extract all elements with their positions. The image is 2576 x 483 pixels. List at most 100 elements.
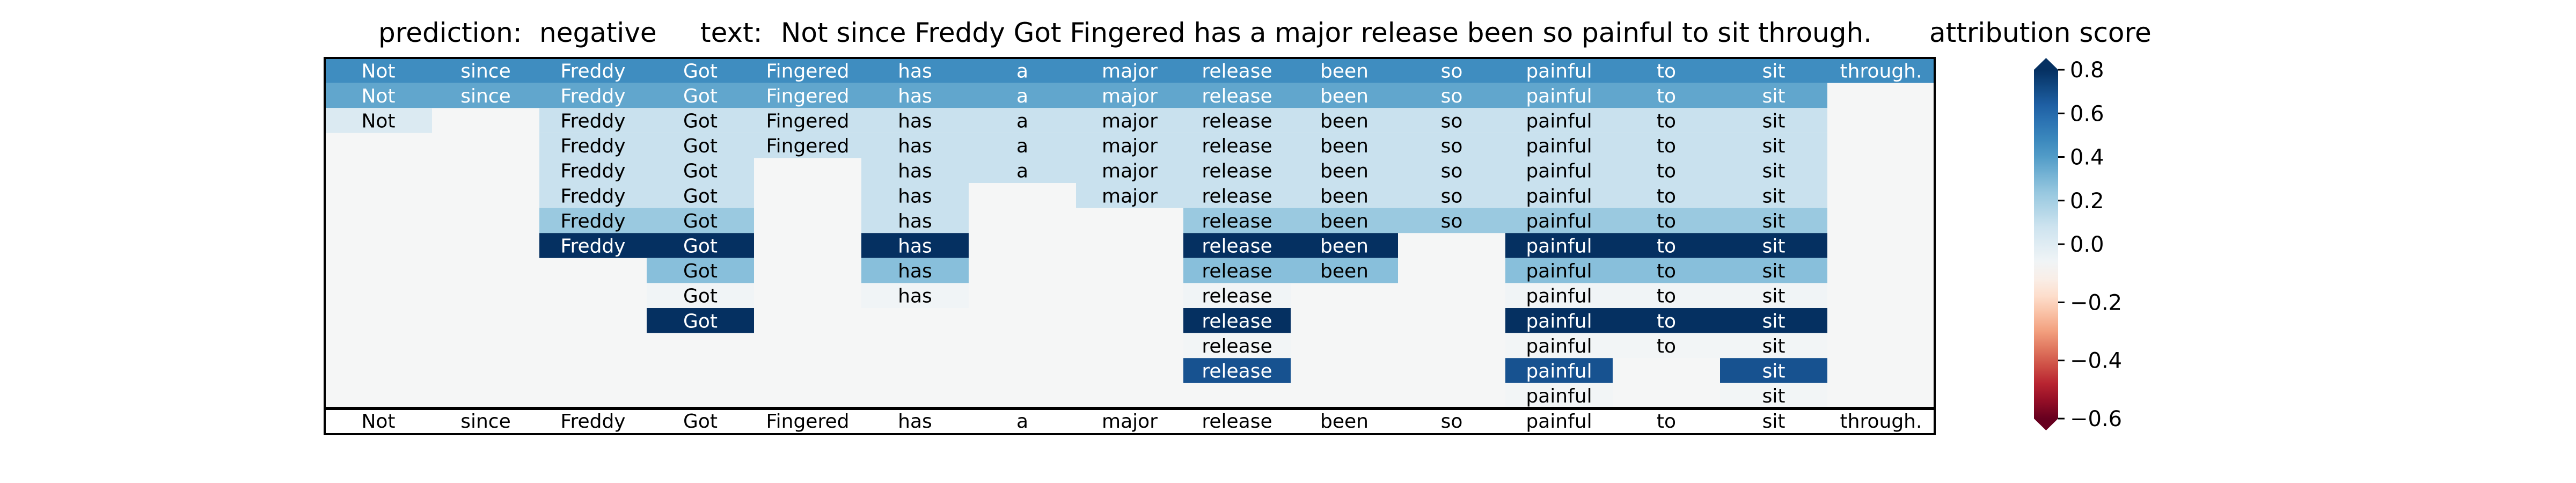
heatmap-cell-label: been: [1320, 85, 1368, 107]
heatmap-cell: [754, 83, 861, 108]
prediction-value: negative: [539, 17, 657, 48]
heatmap-cell-label: through.: [1840, 60, 1922, 82]
heatmap-cell: [1505, 58, 1613, 83]
heatmap-cell-label: painful: [1526, 111, 1592, 133]
heatmap-cell: [1505, 133, 1613, 158]
heatmap-cell-label: Freddy: [560, 111, 625, 133]
heatmap-cell-label: a: [1016, 85, 1028, 107]
heatmap-cell-label: sit: [1762, 286, 1785, 308]
text-value: Not since Freddy Got Fingered has a majo…: [781, 17, 1872, 48]
heatmap-cell: [1291, 83, 1398, 108]
heatmap-cell: [1291, 108, 1398, 133]
colorbar-title: attribution score: [1929, 17, 2151, 48]
heatmap-cell-label: been: [1320, 135, 1368, 157]
heatmap-cell-label: release: [1202, 310, 1272, 332]
token-label: Not: [361, 411, 395, 433]
heatmap-cell: [969, 158, 1076, 183]
heatmap-cell: [861, 83, 969, 108]
heatmap-cell-label: has: [898, 85, 932, 107]
heatmap-cell: [969, 133, 1076, 158]
heatmap-cell-label: sit: [1762, 385, 1785, 407]
heatmap-cell: [539, 208, 647, 233]
heatmap-cell: [1291, 158, 1398, 183]
heatmap-cell-label: so: [1441, 210, 1463, 232]
heatmap-cell-label: to: [1657, 210, 1676, 232]
heatmap-cell: [1613, 233, 1720, 258]
heatmap-cell: [1076, 83, 1183, 108]
heatmap-cell: [1076, 158, 1183, 183]
heatmap-cell: [1505, 158, 1613, 183]
heatmap-cell-label: release: [1202, 160, 1272, 182]
heatmap-cell: [1183, 258, 1291, 283]
heatmap-cell-label: to: [1657, 236, 1676, 258]
heatmap-cell: [1720, 183, 1827, 208]
token-label: Fingered: [766, 411, 850, 433]
heatmap-cell: [1720, 233, 1827, 258]
heatmap-cell-label: Freddy: [560, 160, 625, 182]
heatmap-cell: [1183, 333, 1291, 358]
heatmap-cell: [647, 258, 754, 283]
heatmap-cell: [1505, 183, 1613, 208]
token-label: a: [1016, 411, 1028, 433]
heatmap-cell: [432, 83, 539, 108]
heatmap-cell: [1505, 308, 1613, 333]
heatmap-cell-label: has: [898, 236, 932, 258]
heatmap-cell: [861, 58, 969, 83]
heatmap-cell: [432, 58, 539, 83]
colorbar-extend-top-arrow: [2034, 58, 2058, 70]
heatmap-cell-label: Got: [683, 60, 718, 82]
heatmap-cell: [1183, 283, 1291, 308]
colorbar-tick-label: 0.0: [2070, 232, 2104, 257]
heatmap-cell-label: been: [1320, 60, 1368, 82]
heatmap-cell-label: Got: [683, 160, 718, 182]
heatmap-cell-label: Fingered: [766, 135, 850, 157]
heatmap-cell: [1613, 283, 1720, 308]
heatmap-cell-label: Got: [683, 210, 718, 232]
heatmap-cell: [1720, 83, 1827, 108]
heatmap-cell-label: release: [1202, 335, 1272, 357]
heatmap-cell: [1398, 133, 1505, 158]
heatmap-cell: [1076, 108, 1183, 133]
heatmap-cell: [1720, 283, 1827, 308]
heatmap-cell: [1505, 108, 1613, 133]
heatmap-cell: [1720, 308, 1827, 333]
heatmap-cell: [1505, 258, 1613, 283]
prediction-label: prediction:: [378, 17, 522, 48]
heatmap-cell: [861, 133, 969, 158]
heatmap-cell-label: release: [1202, 85, 1272, 107]
heatmap-cell: [1505, 233, 1613, 258]
heatmap-cell-label: been: [1320, 260, 1368, 282]
heatmap-cell: [539, 158, 647, 183]
heatmap-cell: [1183, 83, 1291, 108]
colorbar-tick-label: −0.6: [2070, 407, 2122, 431]
heatmap-cell-label: sit: [1762, 335, 1785, 357]
heatmap-cell: [1291, 58, 1398, 83]
heatmap-cell-label: so: [1441, 160, 1463, 182]
token-label: Got: [683, 411, 718, 433]
heatmap-cell: [647, 108, 754, 133]
heatmap-cell: [1613, 208, 1720, 233]
token-label: has: [898, 411, 932, 433]
heatmap-cell: [647, 233, 754, 258]
heatmap-cell-label: has: [898, 60, 932, 82]
heatmap-cell: [1183, 183, 1291, 208]
heatmap-cell: [539, 183, 647, 208]
heatmap-cell: [1505, 208, 1613, 233]
heatmap-cell-label: release: [1202, 236, 1272, 258]
heatmap-cell-label: major: [1102, 85, 1158, 107]
token-label: been: [1320, 411, 1368, 433]
token-label: painful: [1526, 411, 1592, 433]
heatmap-cell-label: painful: [1526, 361, 1592, 383]
heatmap-cell-label: Freddy: [560, 185, 625, 207]
heatmap-cell: [539, 233, 647, 258]
heatmap-cell-label: Got: [683, 85, 718, 107]
heatmap-cell-label: Fingered: [766, 60, 850, 82]
heatmap-cell-label: painful: [1526, 135, 1592, 157]
heatmap-cell: [1291, 208, 1398, 233]
heatmap-cell: [861, 158, 969, 183]
heatmap-cell-label: has: [898, 210, 932, 232]
heatmap-cell-label: since: [460, 60, 511, 82]
heatmap-cell: [1076, 183, 1183, 208]
token-label: so: [1441, 411, 1463, 433]
heatmap-cell-label: to: [1657, 185, 1676, 207]
